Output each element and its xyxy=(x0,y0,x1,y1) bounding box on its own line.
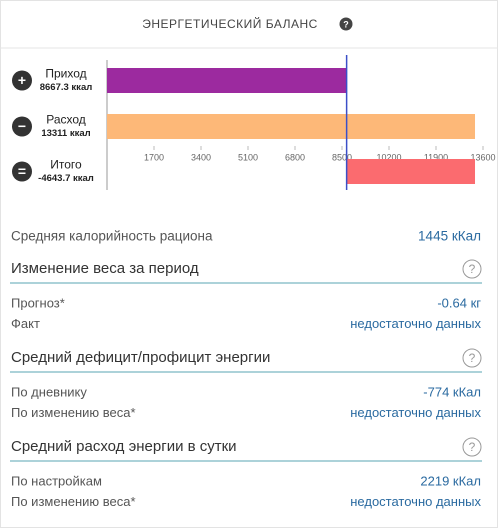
row-label: Расход xyxy=(46,113,86,127)
x-tick-label: 1700 xyxy=(144,152,164,162)
svg-text:?: ? xyxy=(343,19,349,29)
row-value: -4643.7 ккал xyxy=(38,173,94,184)
row-label: Факт xyxy=(11,316,40,331)
row-label: По изменению веса* xyxy=(11,494,136,509)
icon-symbol: = xyxy=(18,163,26,179)
icon-symbol: − xyxy=(18,118,26,134)
icon-circle xyxy=(12,70,32,91)
x-tick-label: 3400 xyxy=(191,152,211,162)
help-icon[interactable]: ? xyxy=(462,437,482,457)
row-value: недостаточно данных xyxy=(350,405,481,420)
row-value: 13311 ккал xyxy=(41,128,90,139)
help-circle xyxy=(462,437,482,457)
icon-circle xyxy=(12,116,32,137)
x-tick-label: 6800 xyxy=(285,152,305,162)
row-label: По изменению веса* xyxy=(11,405,136,420)
bar xyxy=(107,68,347,93)
row-label: Итого xyxy=(50,158,82,172)
header-title: ЭНЕРГЕТИЧЕСКИЙ БАЛАНС xyxy=(142,16,318,31)
help-symbol: ? xyxy=(469,351,476,365)
row-icon: + xyxy=(12,70,32,91)
x-tick-label: 10200 xyxy=(376,152,401,162)
row-value: недостаточно данных xyxy=(350,316,481,331)
x-tick-label: 5100 xyxy=(238,152,258,162)
row-label: По настройкам xyxy=(11,473,102,488)
help-icon[interactable]: ? xyxy=(462,348,482,368)
row-value: 2219 кКал xyxy=(420,473,481,488)
row-label: Приход xyxy=(45,67,86,81)
row-label: Прогноз* xyxy=(11,295,65,310)
summary-label: Средняя калорийность рациона xyxy=(11,229,213,244)
x-tick-label: 8500 xyxy=(332,152,352,162)
row-value: 8667.3 ккал xyxy=(40,82,93,93)
row-value: -774 кКал xyxy=(423,384,481,399)
help-icon[interactable]: ? xyxy=(339,17,353,31)
bar xyxy=(107,114,476,139)
help-icon[interactable]: ? xyxy=(462,259,482,279)
summary-value: 1445 кКал xyxy=(418,229,481,244)
icon-circle xyxy=(12,161,32,182)
help-circle xyxy=(462,259,482,279)
row-value: недостаточно данных xyxy=(350,494,481,509)
row-icon: − xyxy=(12,116,32,137)
help-symbol: ? xyxy=(469,440,476,454)
help-circle xyxy=(462,348,482,368)
x-tick-label: 13600 xyxy=(470,152,495,162)
row-value: -0.64 кг xyxy=(437,295,481,310)
section-title: Средний расход энергии в сутки xyxy=(11,438,237,455)
row-label: По дневнику xyxy=(11,384,87,399)
row-icon: = xyxy=(12,161,32,182)
bar xyxy=(346,159,476,184)
help-symbol: ? xyxy=(469,262,476,276)
section-title: Средний дефицит/профицит энергии xyxy=(11,349,270,366)
icon-symbol: + xyxy=(18,72,26,88)
x-tick-label: 11900 xyxy=(424,152,448,162)
section-title: Изменение веса за период xyxy=(11,260,199,277)
